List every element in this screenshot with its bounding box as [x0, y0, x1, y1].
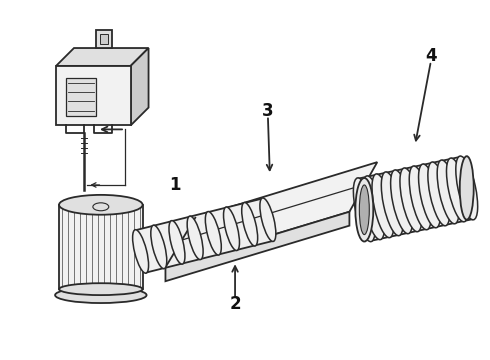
Polygon shape: [59, 205, 143, 289]
Ellipse shape: [363, 176, 385, 240]
Ellipse shape: [460, 156, 474, 220]
Text: 3: 3: [262, 102, 274, 120]
Ellipse shape: [372, 174, 394, 238]
Polygon shape: [96, 30, 112, 48]
Ellipse shape: [187, 216, 203, 260]
Ellipse shape: [355, 178, 373, 242]
Ellipse shape: [381, 172, 403, 236]
Ellipse shape: [242, 202, 258, 246]
Polygon shape: [56, 48, 148, 66]
Polygon shape: [166, 212, 349, 281]
Ellipse shape: [391, 170, 413, 234]
Ellipse shape: [93, 203, 109, 211]
Ellipse shape: [59, 283, 143, 295]
Ellipse shape: [428, 162, 450, 226]
Ellipse shape: [409, 166, 431, 230]
Ellipse shape: [59, 195, 143, 215]
Polygon shape: [135, 198, 273, 273]
Ellipse shape: [223, 207, 240, 251]
Ellipse shape: [55, 287, 147, 303]
Ellipse shape: [205, 212, 221, 255]
Text: 4: 4: [425, 47, 437, 65]
Ellipse shape: [353, 178, 375, 242]
Polygon shape: [66, 78, 96, 116]
Polygon shape: [166, 162, 377, 267]
Text: 2: 2: [229, 295, 241, 313]
Ellipse shape: [400, 168, 422, 232]
Ellipse shape: [418, 164, 441, 228]
Polygon shape: [56, 66, 131, 125]
Ellipse shape: [359, 185, 369, 235]
Polygon shape: [358, 157, 473, 241]
Ellipse shape: [169, 221, 185, 264]
Ellipse shape: [437, 160, 459, 224]
Text: 1: 1: [170, 176, 181, 194]
Polygon shape: [131, 48, 148, 125]
Ellipse shape: [133, 230, 148, 273]
Ellipse shape: [446, 158, 468, 222]
Ellipse shape: [151, 225, 167, 269]
Polygon shape: [100, 34, 108, 44]
Ellipse shape: [260, 198, 276, 242]
Ellipse shape: [456, 156, 478, 220]
